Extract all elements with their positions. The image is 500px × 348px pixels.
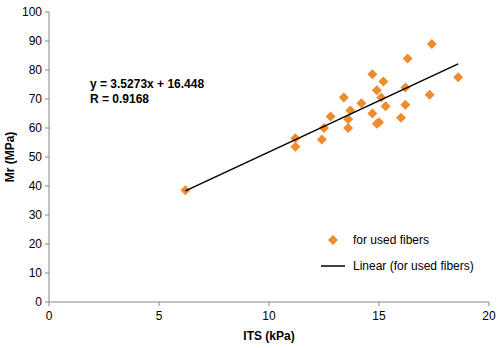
y-tick [45, 70, 49, 71]
y-tick [45, 99, 49, 100]
scatter-point [427, 39, 437, 49]
x-axis-title: ITS (kPa) [243, 329, 294, 343]
scatter-point [453, 72, 463, 82]
trend-line [185, 64, 458, 191]
chart: 0 10 20 30 40 50 60 70 80 90 100 0 5 10 15 20 ITS (kPa) M… [0, 0, 500, 348]
scatter-point [326, 111, 336, 121]
x-tick-label: 15 [372, 309, 386, 323]
y-tick [45, 273, 49, 274]
x-tick-label: 20 [482, 309, 496, 323]
x-tick [159, 302, 160, 306]
legend-label: Linear (for used fibers) [353, 259, 474, 273]
y-tick-label: 60 [29, 121, 43, 135]
y-tick-label: 30 [29, 208, 43, 222]
scatter-point [372, 119, 382, 129]
y-tick [45, 12, 49, 13]
plot-marks [180, 39, 463, 195]
y-axis-title: Mr (MPa) [3, 132, 17, 183]
y-tick-label: 40 [29, 179, 43, 193]
scatter-point [367, 69, 377, 79]
y-tick-label: 80 [29, 63, 43, 77]
legend-swatch [321, 265, 345, 267]
scatter-point [378, 77, 388, 87]
scatter-point [396, 113, 406, 123]
y-tick-label: 20 [29, 237, 43, 251]
legend-label: for used fibers [353, 233, 429, 247]
y-tick-label: 0 [35, 295, 42, 309]
scatter-point [425, 90, 435, 100]
y-tick [45, 215, 49, 216]
scatter-point [400, 100, 410, 110]
x-tick-label: 0 [46, 309, 53, 323]
scatter-point [339, 93, 349, 103]
y-tick [45, 186, 49, 187]
x-tick [379, 302, 380, 306]
scatter-point [367, 109, 377, 119]
y-tick-label: 50 [29, 150, 43, 164]
y-tick [45, 41, 49, 42]
y-tick-label: 10 [29, 266, 43, 280]
y-tick [45, 157, 49, 158]
scatter-point [403, 53, 413, 63]
x-tick [49, 302, 50, 306]
legend-swatch [328, 235, 338, 245]
annotation: R = 0.9168 [90, 92, 149, 106]
x-tick-label: 5 [156, 309, 163, 323]
annotation: y = 3.5273x + 16.448 [90, 77, 204, 91]
y-tick-label: 100 [22, 5, 42, 19]
y-tick [45, 302, 49, 303]
legend: for used fibers Linear (for used fibers) [321, 233, 474, 273]
x-tick [489, 302, 490, 306]
y-tick-label: 90 [29, 34, 43, 48]
scatter-point [343, 123, 353, 133]
scatter-point [290, 142, 300, 152]
x-tick-label: 10 [262, 309, 276, 323]
y-tick [45, 128, 49, 129]
y-tick [45, 244, 49, 245]
scatter-point [381, 101, 391, 111]
y-tick-label: 70 [29, 92, 43, 106]
scatter-point [317, 135, 327, 145]
x-tick [269, 302, 270, 306]
